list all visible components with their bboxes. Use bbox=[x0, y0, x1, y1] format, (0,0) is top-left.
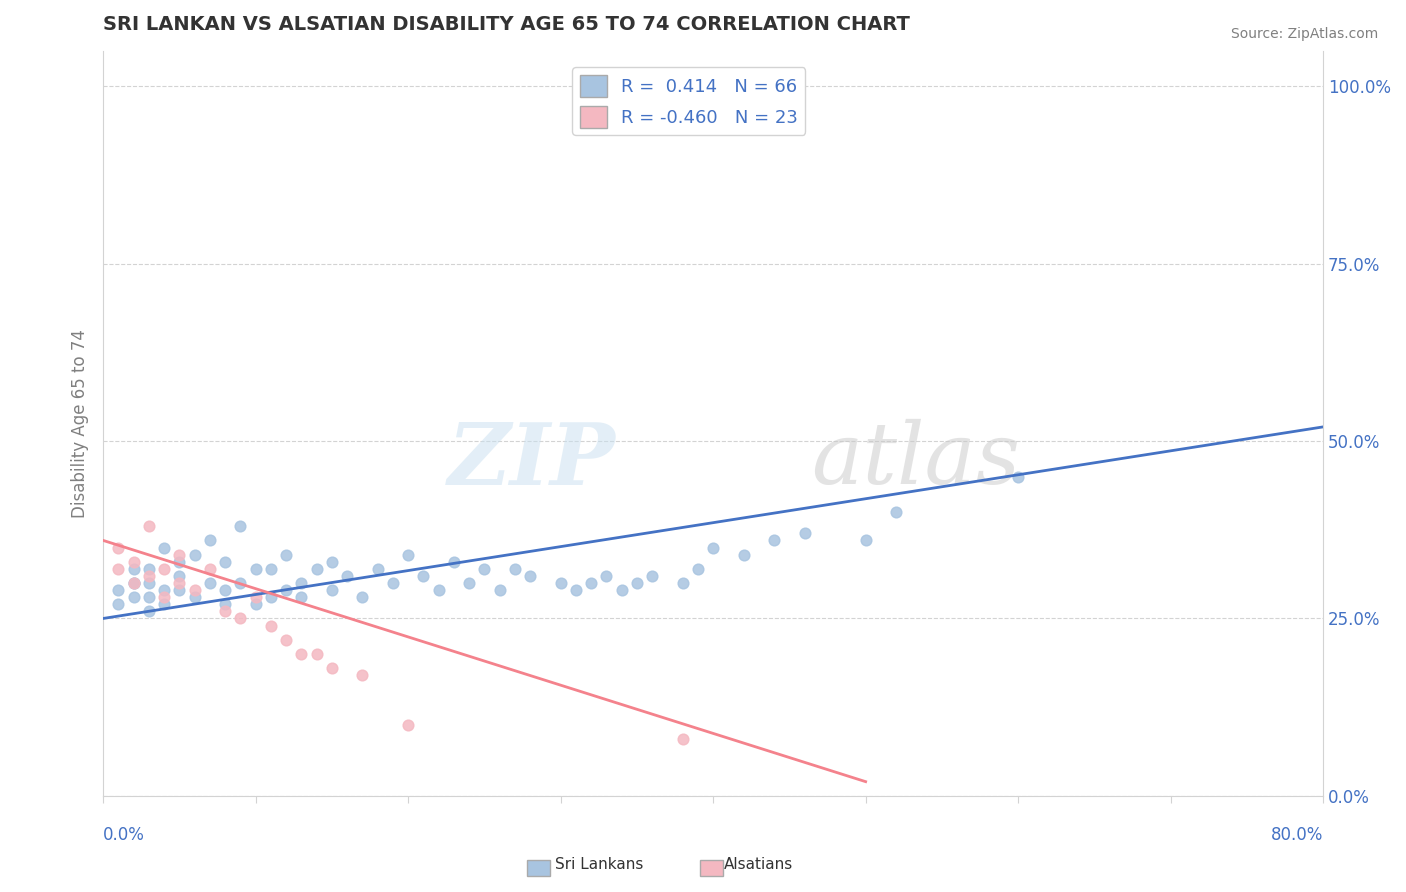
Point bbox=[396, 548, 419, 562]
Point bbox=[153, 597, 176, 611]
Point bbox=[412, 569, 434, 583]
Point bbox=[183, 583, 205, 598]
Text: 0.0%: 0.0% bbox=[103, 826, 145, 844]
Point bbox=[884, 505, 907, 519]
Point bbox=[198, 533, 221, 548]
Text: Sri Lankans: Sri Lankans bbox=[555, 857, 644, 872]
Point bbox=[503, 562, 526, 576]
Point bbox=[290, 590, 312, 604]
Point bbox=[183, 590, 205, 604]
Point bbox=[260, 618, 283, 632]
Point bbox=[214, 597, 236, 611]
Point bbox=[672, 732, 695, 747]
Text: 80.0%: 80.0% bbox=[1271, 826, 1323, 844]
Point bbox=[793, 526, 815, 541]
Point bbox=[305, 647, 328, 661]
Legend: R =  0.414   N = 66, R = -0.460   N = 23: R = 0.414 N = 66, R = -0.460 N = 23 bbox=[572, 67, 806, 135]
Point bbox=[396, 718, 419, 732]
Point bbox=[367, 562, 389, 576]
Point bbox=[169, 569, 191, 583]
Point bbox=[169, 576, 191, 591]
Point bbox=[122, 555, 145, 569]
Point bbox=[276, 583, 298, 598]
Y-axis label: Disability Age 65 to 74: Disability Age 65 to 74 bbox=[72, 329, 89, 517]
Point bbox=[138, 562, 160, 576]
Point bbox=[702, 541, 724, 555]
Point bbox=[153, 590, 176, 604]
Point bbox=[733, 548, 755, 562]
Point bbox=[458, 576, 481, 591]
Point bbox=[610, 583, 633, 598]
Point bbox=[169, 555, 191, 569]
Point bbox=[352, 668, 374, 682]
Point bbox=[565, 583, 588, 598]
Point bbox=[672, 576, 695, 591]
Point bbox=[260, 562, 283, 576]
Point bbox=[169, 583, 191, 598]
Point bbox=[626, 576, 648, 591]
Point bbox=[245, 590, 267, 604]
Point bbox=[229, 576, 252, 591]
Point bbox=[1007, 469, 1029, 483]
Point bbox=[488, 583, 510, 598]
Point bbox=[321, 555, 343, 569]
Point bbox=[443, 555, 465, 569]
Point bbox=[260, 590, 283, 604]
Point bbox=[321, 661, 343, 675]
Point bbox=[214, 555, 236, 569]
Point bbox=[381, 576, 404, 591]
Point bbox=[579, 576, 602, 591]
Text: SRI LANKAN VS ALSATIAN DISABILITY AGE 65 TO 74 CORRELATION CHART: SRI LANKAN VS ALSATIAN DISABILITY AGE 65… bbox=[103, 15, 910, 34]
Point bbox=[107, 597, 129, 611]
Point bbox=[138, 604, 160, 618]
Point bbox=[153, 562, 176, 576]
Text: ZIP: ZIP bbox=[447, 419, 616, 502]
Point bbox=[214, 583, 236, 598]
Point bbox=[427, 583, 450, 598]
Point bbox=[183, 548, 205, 562]
Text: atlas: atlas bbox=[811, 419, 1019, 502]
Text: Source: ZipAtlas.com: Source: ZipAtlas.com bbox=[1230, 27, 1378, 41]
Point bbox=[321, 583, 343, 598]
Point bbox=[474, 562, 496, 576]
Point bbox=[336, 569, 359, 583]
Point bbox=[245, 562, 267, 576]
Point bbox=[855, 533, 877, 548]
Point bbox=[153, 541, 176, 555]
Point bbox=[107, 562, 129, 576]
Point bbox=[290, 576, 312, 591]
Point bbox=[122, 576, 145, 591]
Point bbox=[122, 576, 145, 591]
Point bbox=[138, 519, 160, 533]
Point bbox=[276, 548, 298, 562]
Point bbox=[305, 562, 328, 576]
Point bbox=[214, 604, 236, 618]
Point bbox=[245, 597, 267, 611]
Point bbox=[276, 632, 298, 647]
Point bbox=[122, 576, 145, 591]
Point bbox=[686, 562, 709, 576]
Point bbox=[519, 569, 541, 583]
Point bbox=[107, 541, 129, 555]
Point bbox=[138, 576, 160, 591]
Point bbox=[641, 569, 664, 583]
Point bbox=[169, 548, 191, 562]
Point bbox=[352, 590, 374, 604]
Point bbox=[290, 647, 312, 661]
Point bbox=[550, 576, 572, 591]
Point bbox=[763, 533, 786, 548]
Point bbox=[595, 569, 617, 583]
Point bbox=[229, 519, 252, 533]
Point bbox=[198, 576, 221, 591]
Point bbox=[138, 569, 160, 583]
Point bbox=[153, 583, 176, 598]
Point bbox=[107, 583, 129, 598]
Point bbox=[122, 562, 145, 576]
Point bbox=[138, 590, 160, 604]
Point bbox=[229, 611, 252, 625]
Point bbox=[198, 562, 221, 576]
Point bbox=[122, 590, 145, 604]
Text: Alsatians: Alsatians bbox=[724, 857, 793, 872]
